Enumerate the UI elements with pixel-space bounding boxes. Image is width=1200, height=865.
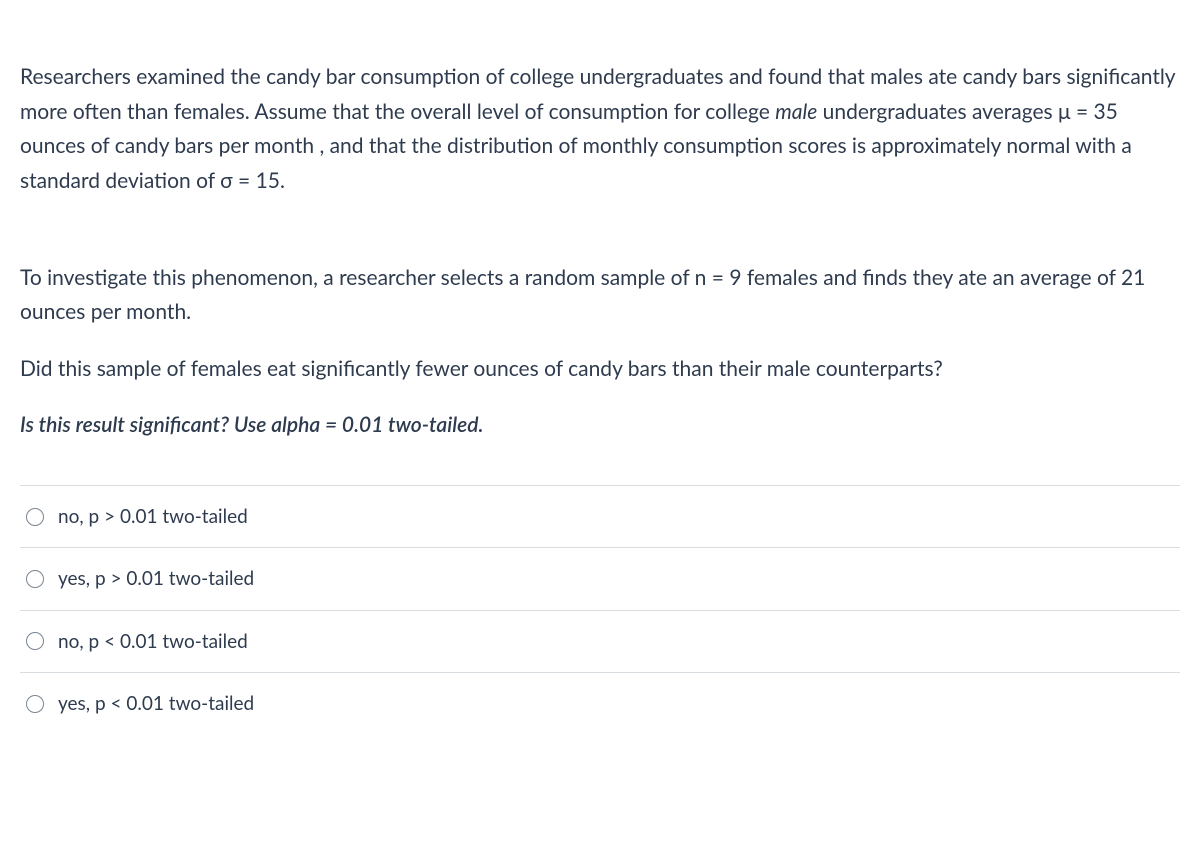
radio-icon <box>26 632 44 650</box>
radio-icon <box>26 695 44 713</box>
question-paragraph-2: To investigate this phenomenon, a resear… <box>20 261 1180 330</box>
question-prompt: Is this result significant? Use alpha = … <box>20 408 1180 443</box>
answer-label: no, p > 0.01 two-tailed <box>58 501 248 532</box>
answer-option-2[interactable]: yes, p > 0.01 two-tailed <box>20 548 1180 610</box>
question-italic-word: male <box>775 99 817 124</box>
answer-option-4[interactable]: yes, p < 0.01 two-tailed <box>20 673 1180 734</box>
answer-label: yes, p > 0.01 two-tailed <box>58 563 254 594</box>
question-body: Researchers examined the candy bar consu… <box>20 60 1180 443</box>
answer-label: yes, p < 0.01 two-tailed <box>58 688 254 719</box>
radio-icon <box>26 570 44 588</box>
radio-icon <box>26 508 44 526</box>
answer-label: no, p < 0.01 two-tailed <box>58 626 248 657</box>
answer-option-3[interactable]: no, p < 0.01 two-tailed <box>20 611 1180 673</box>
question-paragraph-3: Did this sample of females eat significa… <box>20 352 1180 387</box>
question-paragraph-1: Researchers examined the candy bar consu… <box>20 60 1180 199</box>
answer-option-1[interactable]: no, p > 0.01 two-tailed <box>20 486 1180 548</box>
answer-list: no, p > 0.01 two-tailed yes, p > 0.01 tw… <box>20 485 1180 734</box>
